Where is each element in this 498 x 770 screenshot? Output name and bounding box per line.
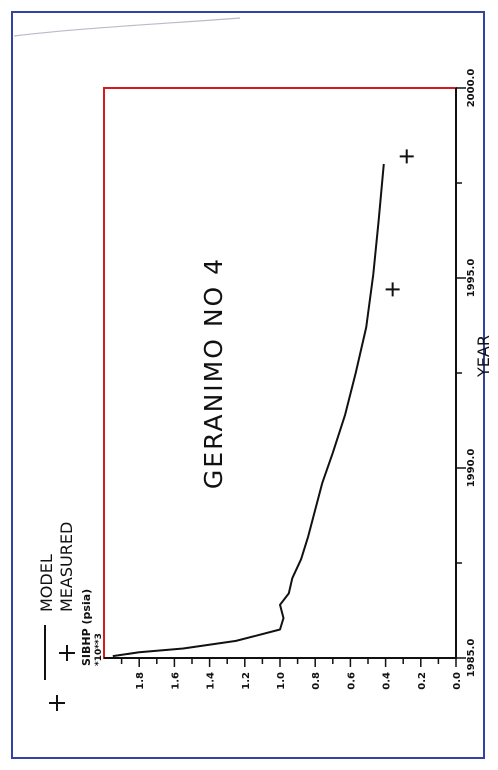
- model-series-line: [112, 163, 385, 658]
- plot-area-border: [103, 87, 457, 659]
- y-tick-label: 0.6: [346, 672, 357, 690]
- y-tick-label: 1.2: [241, 672, 252, 690]
- scan-mark: [13, 17, 241, 37]
- y-tick-label: 0.4: [382, 672, 393, 690]
- y-tick-label: 1.6: [170, 672, 181, 690]
- y-tick-label: 1.4: [206, 672, 217, 690]
- legend-measured-marker: [59, 645, 75, 661]
- y-tick-label: 1.8: [135, 672, 146, 690]
- x-tick-label: 1990.0: [466, 449, 477, 488]
- y-tick-label: 1.0: [276, 672, 287, 690]
- y-tick-label: 0.0: [452, 672, 463, 690]
- x-axis-label: YEAR: [474, 335, 493, 378]
- y-axis-multiplier: *10**3: [94, 633, 104, 666]
- y-axis-label: SIBHP (psia): [80, 589, 93, 666]
- measured-point: [399, 149, 414, 164]
- measured-point: [385, 282, 400, 297]
- x-tick-label: 2000.0: [466, 69, 477, 108]
- outer-frame: [11, 11, 485, 759]
- x-tick-label: 1995.0: [466, 259, 477, 298]
- legend-model-label: MODEL: [37, 554, 56, 612]
- y-tick-label: 0.2: [417, 672, 428, 690]
- x-tick-label: 1985.0: [466, 639, 477, 678]
- legend: MODEL MEASURED: [37, 522, 76, 711]
- y-tick-label: 0.8: [311, 672, 322, 690]
- legend-measured-label: MEASURED: [57, 522, 76, 612]
- chart-title: GERANIMO NO 4: [199, 257, 228, 489]
- legend-left-marker: [49, 695, 65, 711]
